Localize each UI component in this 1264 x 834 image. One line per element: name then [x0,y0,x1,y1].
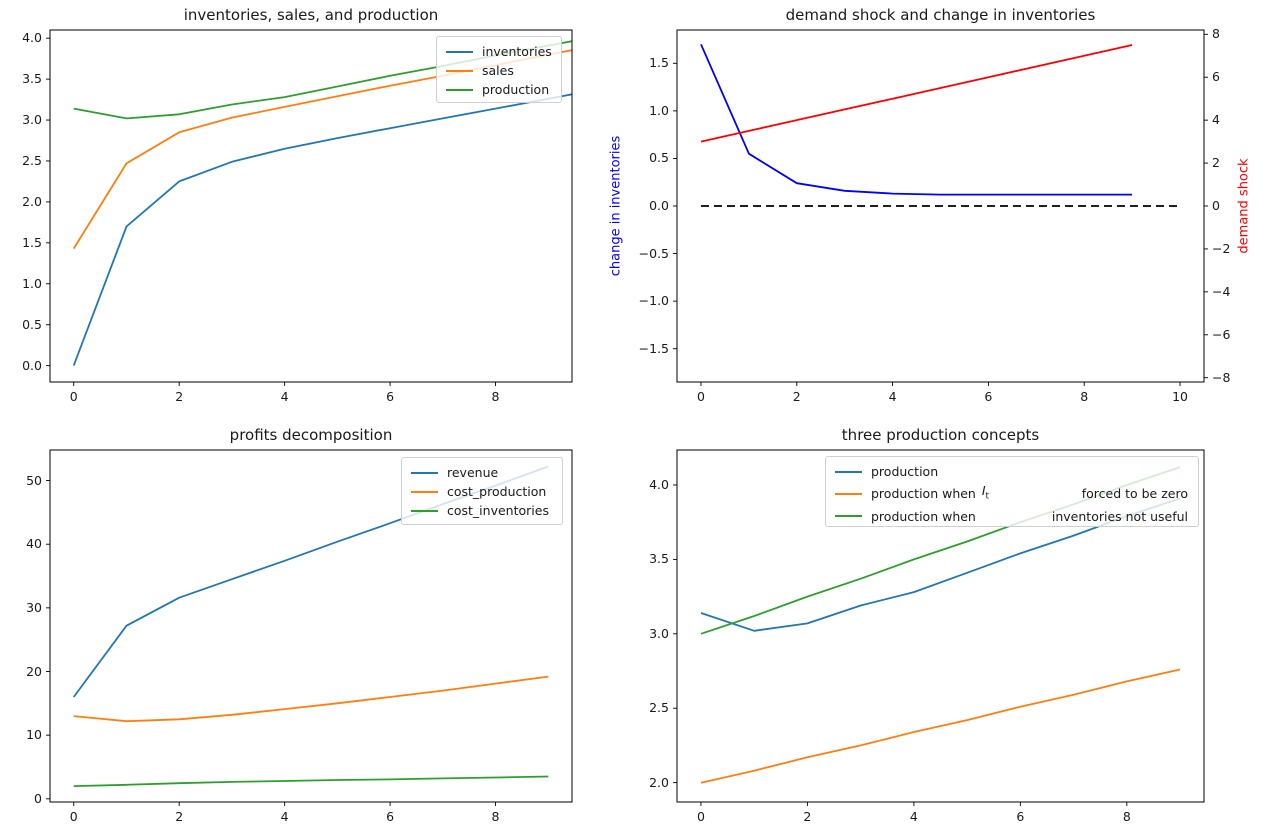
series-line-revenue [72,465,549,698]
series-lines-profits-decomposition [72,465,549,787]
series-line-sales [72,49,572,250]
series-lines-demand-shock-change-in-inventories [700,43,1180,207]
series-line-cost-inventories [73,775,549,787]
series-line-production-when-i-t-forced-to-be-zero [700,668,1181,784]
series-line-demand-shock [700,44,1133,143]
x-ticks [73,382,496,386]
axes-spines [676,449,1205,803]
y-ticks-left [46,480,50,800]
axes-spines [49,29,573,383]
series-line-production-when-inventories-not-useful [700,466,1181,635]
series-line-production [700,497,1181,632]
y-ticks-left [673,484,677,784]
series-line-cost-production [73,675,549,723]
series-line-change-in-inventories [700,43,1133,196]
x-ticks [73,802,496,806]
x-ticks [700,382,1181,386]
y-ticks-right [1204,33,1208,379]
axes-spines [49,449,573,803]
series-line-inventories [72,93,572,366]
series-line-production [73,40,572,120]
series-lines-three-production-concepts [700,466,1181,784]
series-lines-inventories-sales-production [72,40,572,366]
y-ticks-left [46,37,50,367]
y-ticks-left [673,62,677,350]
x-ticks [700,802,1128,806]
